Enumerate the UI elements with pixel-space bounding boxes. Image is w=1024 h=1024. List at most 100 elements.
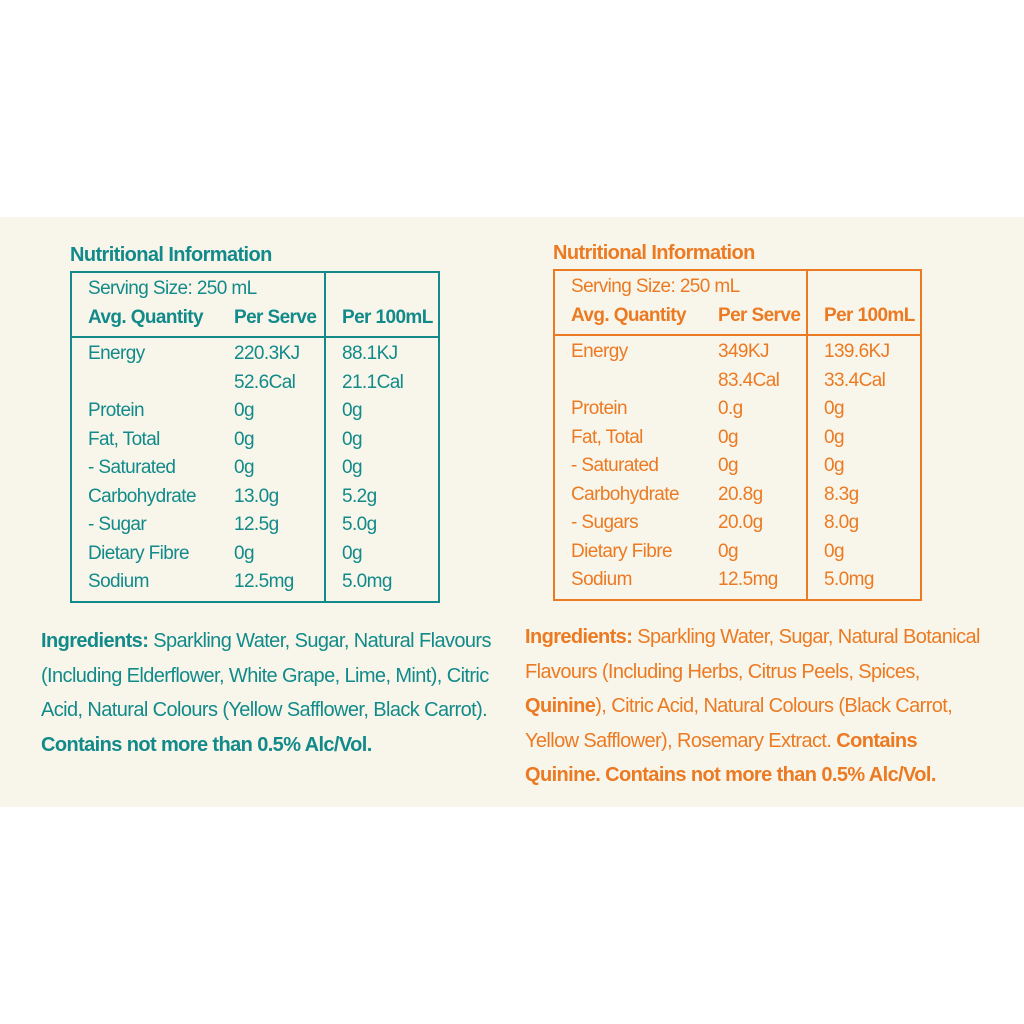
nutrient-name: - Sugar bbox=[88, 514, 147, 535]
header-avg-quantity: Avg. Quantity bbox=[88, 306, 204, 328]
per-serve-value: 20.0g bbox=[718, 512, 763, 533]
nutrient-row: - Sugar 12.5g 5.0g bbox=[71, 511, 439, 540]
nutrient-row: 52.6Cal 21.1Cal bbox=[71, 368, 439, 398]
nutrition-panel-left: Nutritional Information Serving Size: 25… bbox=[70, 242, 440, 603]
header-per-100ml: Per 100mL bbox=[324, 303, 439, 337]
ingredients-left: Ingredients: Sparkling Water, Sugar, Nat… bbox=[41, 624, 511, 762]
nutrient-name: - Sugars bbox=[571, 512, 639, 533]
header-per-serve: Per Serve bbox=[234, 306, 317, 328]
nutrient-name: Fat, Total bbox=[88, 428, 160, 450]
nutrient-name: - Saturated bbox=[571, 455, 659, 476]
quinine-highlight: Quinine bbox=[525, 695, 596, 717]
ingredients-label: Ingredients: bbox=[41, 630, 149, 652]
nutrition-table-body: Serving Size: 250 mL Avg. Quantity Per S… bbox=[71, 272, 439, 602]
per-serve-value: 12.5mg bbox=[718, 569, 778, 590]
per-100ml-value: 0g bbox=[324, 425, 439, 454]
nutrient-row: Dietary Fibre 0g 0g bbox=[554, 537, 921, 566]
nutrient-name: Dietary Fibre bbox=[88, 542, 190, 564]
nutrient-name: Sodium bbox=[88, 571, 149, 592]
ingredients-text: Sparkling Water, Sugar, Natural Flavours… bbox=[41, 630, 491, 721]
nutrient-name bbox=[71, 369, 218, 398]
header-per-serve: Per Serve bbox=[718, 304, 801, 326]
nutrient-row: Carbohydrate 20.8g 8.3g bbox=[554, 480, 921, 509]
per-serve-value: 12.5g bbox=[234, 514, 279, 535]
nutrition-table-body: Serving Size: 250 mL Avg. Quantity Per S… bbox=[554, 270, 921, 600]
nutrient-row: 83.4Cal 33.4Cal bbox=[554, 366, 921, 395]
per-serve-value: 0g bbox=[234, 542, 255, 564]
per-serve-value: 13.0g bbox=[234, 485, 279, 507]
nutrient-name: Sodium bbox=[571, 569, 632, 590]
alcohol-statement: Contains not more than 0.5% Alc/Vol. bbox=[605, 764, 936, 786]
nutrition-table: Serving Size: 250 mL Avg. Quantity Per S… bbox=[70, 271, 440, 603]
per-serve-value: 0g bbox=[234, 457, 255, 478]
per-serve-value: 20.8g bbox=[718, 483, 763, 505]
per-100ml-value: 5.0mg bbox=[806, 566, 921, 600]
nutrient-name: Fat, Total bbox=[571, 426, 643, 448]
nutrient-name: - Saturated bbox=[88, 457, 176, 478]
per-100ml-value: 0g bbox=[324, 454, 439, 483]
nutrient-row: Fat, Total 0g 0g bbox=[554, 423, 921, 452]
per-serve-value: 12.5mg bbox=[234, 571, 294, 592]
nutrient-name: Protein bbox=[571, 398, 628, 419]
per-100ml-value: 88.1KJ bbox=[324, 337, 439, 369]
nutrient-row: Fat, Total 0g 0g bbox=[71, 425, 439, 454]
per-serve-value: 83.4Cal bbox=[718, 369, 780, 391]
serving-size-row: Serving Size: 250 mL bbox=[71, 272, 439, 304]
per-100ml-value: 0g bbox=[806, 395, 921, 424]
per-serve-value: 0.g bbox=[718, 398, 743, 419]
header-row: Avg. Quantity Per Serve Per 100mL bbox=[71, 303, 439, 337]
per-100ml-value: 33.4Cal bbox=[806, 366, 921, 395]
nutrient-row: Carbohydrate 13.0g 5.2g bbox=[71, 482, 439, 511]
per-100ml-value: 21.1Cal bbox=[324, 368, 439, 397]
per-100ml-value: 0g bbox=[806, 537, 921, 566]
nutrient-row: Energy 220.3KJ 88.1KJ bbox=[71, 337, 439, 369]
per-100ml-value: 0g bbox=[324, 539, 439, 568]
per-serve-value: 52.6Cal bbox=[234, 371, 296, 393]
per-100ml-value: 5.0mg bbox=[324, 568, 439, 602]
ingredients-text: Sparkling Water, Sugar, Natural Botanica… bbox=[525, 626, 980, 683]
per-serve-value: 0g bbox=[718, 426, 739, 448]
nutrient-name: Energy bbox=[88, 343, 145, 364]
nutrient-row: Dietary Fibre 0g 0g bbox=[71, 539, 439, 568]
serving-size-row: Serving Size: 250 mL bbox=[554, 270, 921, 302]
per-serve-value: 0g bbox=[718, 455, 739, 476]
nutrient-name: Dietary Fibre bbox=[571, 540, 673, 562]
nutrient-row: - Saturated 0g 0g bbox=[554, 452, 921, 481]
nutrient-row: - Sugars 20.0g 8.0g bbox=[554, 509, 921, 538]
serving-size: Serving Size: 250 mL bbox=[88, 278, 257, 299]
ingredients-label: Ingredients: bbox=[525, 626, 633, 648]
per-100ml-value: 8.0g bbox=[806, 509, 921, 538]
alcohol-statement: Contains not more than 0.5% Alc/Vol. bbox=[41, 733, 372, 756]
nutrient-row: - Saturated 0g 0g bbox=[71, 454, 439, 483]
per-serve-value: 0g bbox=[718, 540, 739, 562]
per-100ml-value: 5.0g bbox=[324, 511, 439, 540]
per-serve-value: 0g bbox=[234, 428, 255, 450]
per-100ml-value: 139.6KJ bbox=[806, 335, 921, 367]
per-serve-value: 349KJ bbox=[718, 341, 769, 362]
nutrient-name: Protein bbox=[88, 400, 145, 421]
per-100ml-value: 0g bbox=[806, 452, 921, 481]
ingredients-text-end: ), Citric Acid, Natural Colours (Black C… bbox=[525, 695, 953, 752]
nutrition-title: Nutritional Information bbox=[70, 244, 272, 266]
per-100ml-value: 8.3g bbox=[806, 480, 921, 509]
nutrient-row: Sodium 12.5mg 5.0mg bbox=[71, 568, 439, 602]
nutrient-row: Energy 349KJ 139.6KJ bbox=[554, 335, 921, 367]
per-serve-value: 0g bbox=[234, 400, 255, 421]
nutrient-name: Energy bbox=[571, 341, 628, 362]
nutrition-table: Serving Size: 250 mL Avg. Quantity Per S… bbox=[553, 269, 922, 601]
nutrient-row: Sodium 12.5mg 5.0mg bbox=[554, 566, 921, 600]
serving-size: Serving Size: 250 mL bbox=[571, 276, 740, 297]
nutrition-panel-right: Nutritional Information Serving Size: 25… bbox=[553, 240, 922, 601]
per-serve-value: 220.3KJ bbox=[234, 343, 300, 364]
nutrient-name: Carbohydrate bbox=[571, 483, 680, 505]
per-100ml-value: 5.2g bbox=[324, 482, 439, 511]
ingredients-right: Ingredients: Sparkling Water, Sugar, Nat… bbox=[525, 620, 995, 793]
nutrition-title: Nutritional Information bbox=[553, 242, 755, 264]
header-row: Avg. Quantity Per Serve Per 100mL bbox=[554, 301, 921, 335]
per-100ml-value: 0g bbox=[806, 423, 921, 452]
per-100ml-value: 0g bbox=[324, 397, 439, 426]
header-avg-quantity: Avg. Quantity bbox=[571, 304, 687, 326]
quinine-statement: Contains Quinine. bbox=[525, 729, 918, 787]
nutrient-name: Carbohydrate bbox=[88, 485, 197, 507]
header-per-100ml: Per 100mL bbox=[806, 301, 921, 335]
